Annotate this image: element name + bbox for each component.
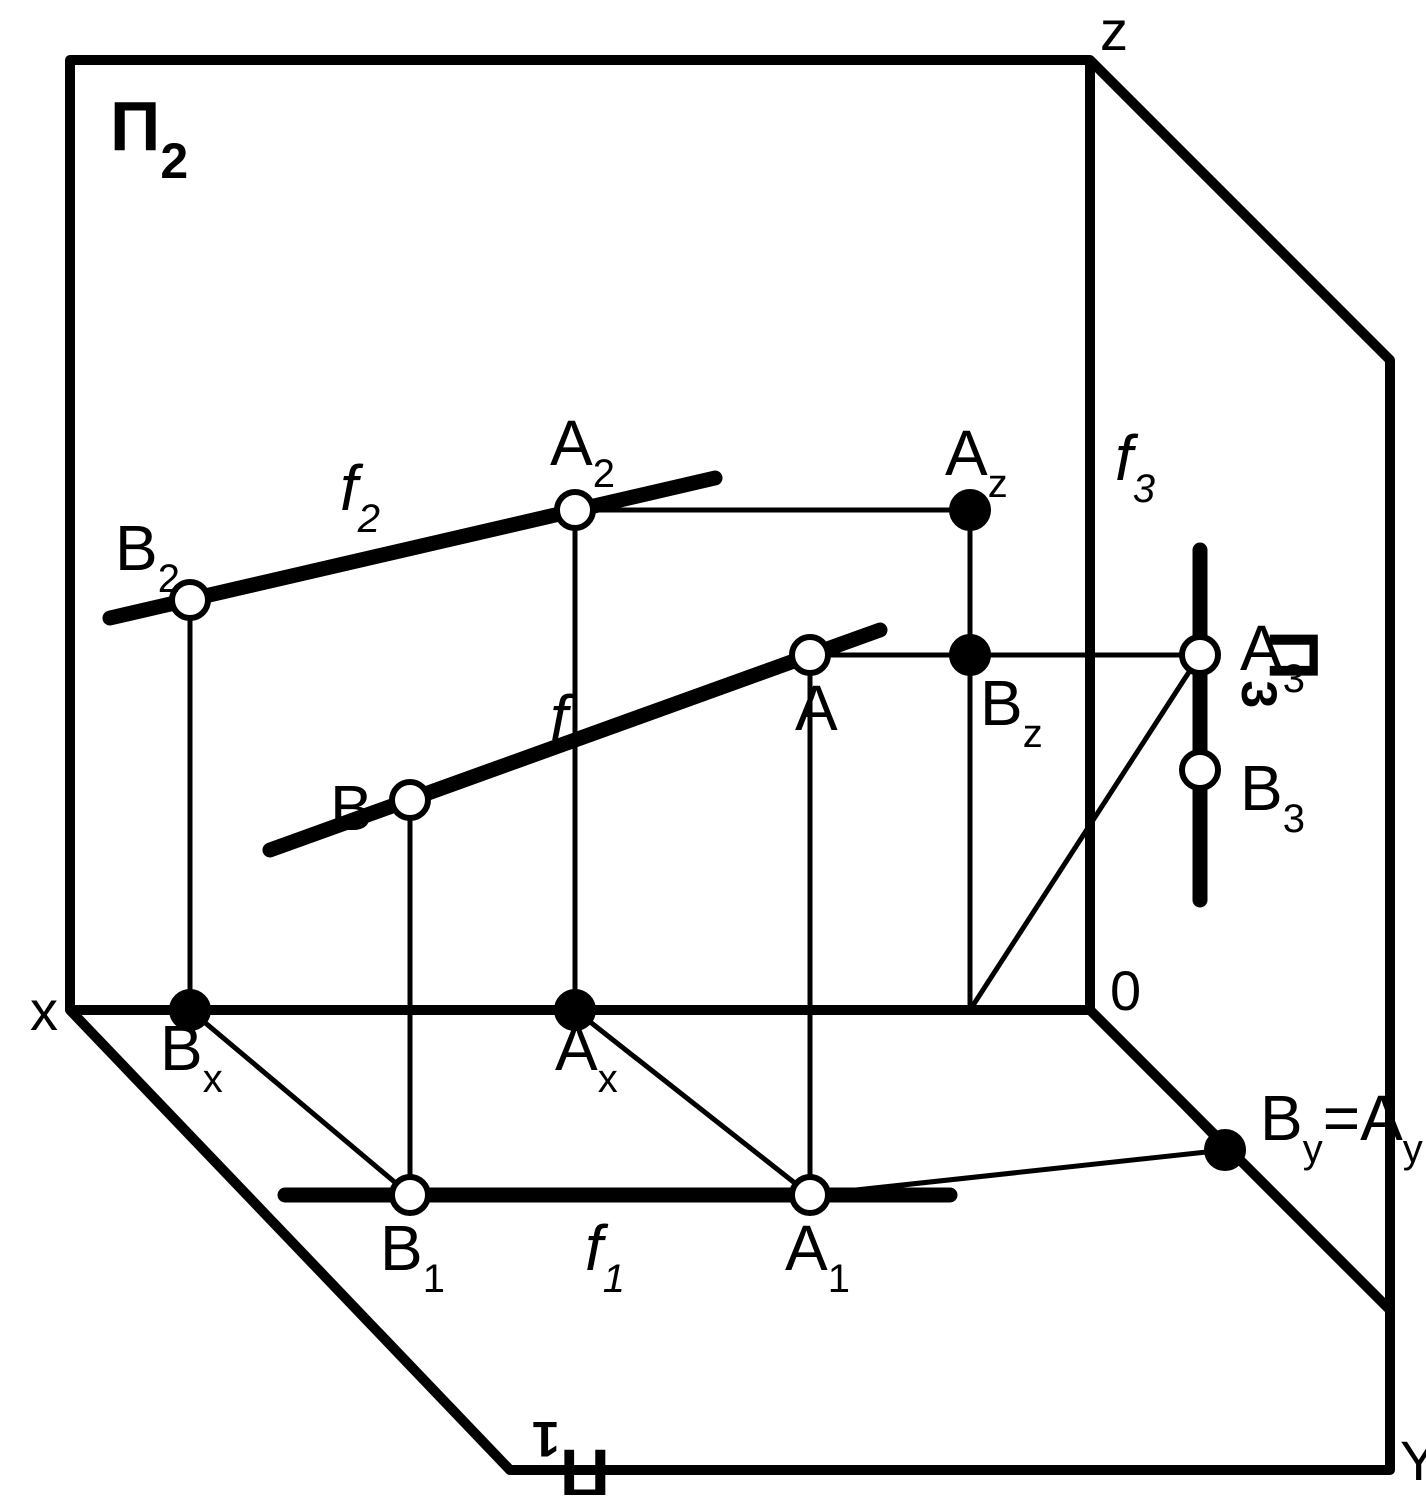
plane-label-P2: П2 — [110, 87, 188, 189]
axis-label-Y: Y — [1400, 1429, 1426, 1492]
point-label-A1: A1 — [785, 1212, 850, 1301]
point-label-B: B — [330, 772, 373, 844]
construction-line — [1090, 1010, 1225, 1150]
axis-label-x: x — [30, 979, 58, 1042]
point-A3 — [1182, 637, 1218, 673]
point-label-Bz: Bz — [980, 667, 1043, 756]
point-B — [392, 782, 428, 818]
point-label-B1: B1 — [380, 1212, 445, 1301]
point-label-ByAy: By=Ay — [1260, 1082, 1423, 1171]
point-A — [792, 637, 828, 673]
point-B1 — [392, 1177, 428, 1213]
point-label-A: A — [795, 672, 838, 744]
construction-line — [575, 1010, 810, 1195]
point-A1 — [792, 1177, 828, 1213]
point-Az — [952, 492, 988, 528]
point-label-Ax: Ax — [555, 1012, 618, 1101]
line-label-f1: f1 — [585, 1212, 625, 1301]
svg-text:П2: П2 — [110, 87, 188, 189]
point-label-Bx: Bx — [160, 1012, 223, 1101]
plane-label-P1: П1 — [532, 1411, 610, 1495]
point-B3 — [1182, 752, 1218, 788]
diagram-svg: A2B2AzBzA3B3ABBxAxB1A1By=Ayf2ff3f1П2П3П1… — [10, 10, 1426, 1495]
point-label-A2: A2 — [550, 407, 615, 496]
axis-label-z: z — [1100, 10, 1128, 62]
line-label-f2: f2 — [340, 452, 380, 541]
point-label-B2: B2 — [115, 512, 180, 601]
axis-label-O: 0 — [1110, 959, 1141, 1022]
svg-text:П1: П1 — [532, 1411, 610, 1495]
point-A2 — [557, 492, 593, 528]
point-label-B3: B3 — [1240, 752, 1305, 841]
point-ByAy — [1207, 1132, 1243, 1168]
line-label-f3: f3 — [1115, 422, 1155, 511]
